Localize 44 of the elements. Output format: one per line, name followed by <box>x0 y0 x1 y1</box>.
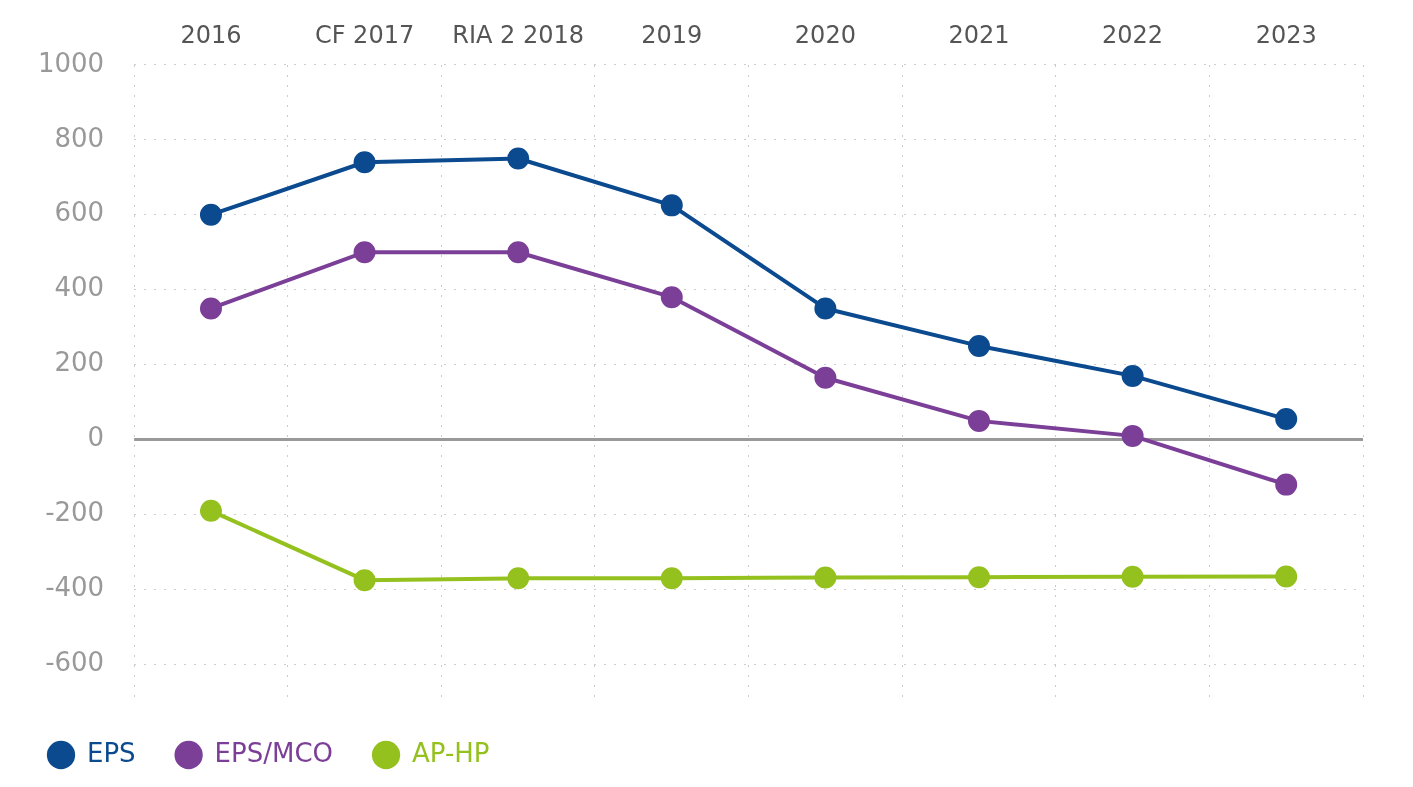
legend-label: EPS <box>87 737 136 768</box>
x-tick-label: 2019 <box>641 20 703 49</box>
y-tick-label: 200 <box>54 347 105 378</box>
point <box>660 194 683 217</box>
point <box>199 297 222 320</box>
point <box>814 566 837 589</box>
y-tick-label: 800 <box>54 122 105 153</box>
y-tick-label: -600 <box>45 647 105 678</box>
x-tick-label: 2021 <box>948 20 1010 49</box>
point <box>507 567 530 590</box>
point <box>660 567 683 590</box>
point <box>1121 565 1144 588</box>
point <box>353 569 376 592</box>
y-tick-label: 1000 <box>38 47 105 78</box>
point <box>353 241 376 264</box>
point <box>967 334 990 357</box>
x-tick-label: 2020 <box>794 20 856 49</box>
legend-label: AP-HP <box>412 737 490 768</box>
point <box>507 147 530 170</box>
y-tick-label: -200 <box>45 497 105 528</box>
legend-label: EPS/MCO <box>214 737 334 768</box>
x-tick-label: CF 2017 <box>314 20 415 49</box>
x-tick-label: 2023 <box>1255 20 1317 49</box>
point <box>353 151 376 174</box>
x-tick-label: RIA 2 2018 <box>452 20 585 49</box>
y-tick-label: 0 <box>87 422 105 453</box>
point <box>814 297 837 320</box>
point <box>199 499 222 522</box>
y-tick-label: 400 <box>54 272 105 303</box>
point <box>1121 424 1144 447</box>
x-tick-label: 2022 <box>1102 20 1164 49</box>
y-tick-label: 600 <box>54 197 105 228</box>
point <box>1275 408 1298 431</box>
point <box>1275 565 1298 588</box>
point <box>507 241 530 264</box>
point <box>199 203 222 226</box>
point <box>814 366 837 389</box>
point <box>967 566 990 589</box>
point <box>1121 364 1144 387</box>
x-tick-label: 2016 <box>180 20 242 49</box>
y-tick-label: -400 <box>45 572 105 603</box>
point <box>660 286 683 309</box>
point <box>967 409 990 432</box>
point <box>1275 473 1298 496</box>
